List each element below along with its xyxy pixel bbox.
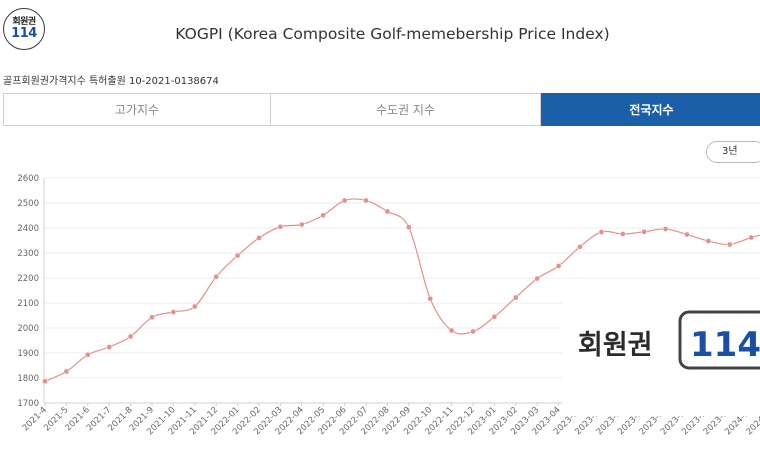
y-axis: 1700 1800 1900 2000 2100 2200 2300 2400 2500 2600	[17, 174, 39, 409]
patent-note: 골프회원권가격지수 특허출원 10-2021-0138674	[3, 76, 219, 87]
data-point[interactable]	[619, 231, 626, 237]
y-tick-label: 2500	[17, 199, 39, 209]
data-point[interactable]	[213, 273, 220, 280]
period-select[interactable]: 3년	[706, 141, 760, 163]
data-point[interactable]	[641, 228, 648, 235]
data-point[interactable]	[748, 234, 755, 241]
data-point[interactable]	[384, 208, 391, 215]
watermark-number: 114	[690, 325, 760, 365]
y-tick-label: 2000	[17, 324, 39, 334]
watermark-badge	[678, 310, 760, 370]
data-point[interactable]	[170, 309, 177, 315]
data-point[interactable]	[405, 224, 412, 231]
data-point[interactable]	[491, 313, 498, 320]
y-tick-label: 2300	[17, 249, 39, 259]
data-point[interactable]	[662, 226, 669, 232]
data-point[interactable]	[149, 314, 155, 321]
data-point[interactable]	[84, 351, 91, 358]
data-point[interactable]	[427, 295, 434, 302]
tab-national-index[interactable]: 전국지수	[541, 93, 760, 126]
data-point[interactable]	[63, 368, 70, 375]
watermark: 회원권 114	[562, 296, 760, 416]
y-tick-label: 2600	[17, 174, 39, 184]
data-point[interactable]	[42, 378, 48, 385]
watermark-text: 회원권	[578, 330, 653, 361]
data-point[interactable]	[512, 294, 519, 301]
data-point[interactable]	[320, 212, 327, 219]
data-point[interactable]	[363, 197, 369, 204]
y-tick-label: 2200	[17, 274, 39, 284]
index-tabs: 고가지수 수도권 지수 전국지수	[3, 93, 760, 126]
data-point[interactable]	[577, 243, 583, 250]
data-point[interactable]	[555, 263, 562, 269]
logo[interactable]: 회원권 114	[3, 8, 45, 50]
page-title: KOGPI (Korea Composite Golf-memebership …	[175, 25, 610, 43]
y-tick-label: 1700	[17, 399, 39, 409]
tab-metro-index[interactable]: 수도권 지수	[271, 93, 541, 126]
data-point[interactable]	[234, 252, 241, 259]
data-point[interactable]	[106, 344, 113, 350]
tab-high-price-index[interactable]: 고가지수	[3, 93, 271, 126]
logo-text-top: 회원권	[12, 17, 36, 27]
y-tick-label: 1800	[17, 374, 39, 384]
data-point[interactable]	[705, 238, 712, 244]
data-point[interactable]	[256, 235, 262, 241]
data-point[interactable]	[598, 229, 605, 235]
data-point[interactable]	[298, 221, 305, 228]
data-point[interactable]	[277, 223, 284, 230]
data-point[interactable]	[341, 197, 348, 204]
series-points	[42, 197, 755, 385]
y-tick-label: 2400	[17, 224, 39, 234]
data-point[interactable]	[127, 333, 134, 340]
data-point[interactable]	[448, 327, 455, 334]
logo-text-bottom: 114	[11, 26, 37, 41]
data-point[interactable]	[684, 231, 690, 238]
y-tick-label: 2100	[17, 299, 39, 309]
data-point[interactable]	[726, 241, 733, 248]
data-point[interactable]	[534, 275, 541, 282]
y-tick-label: 1900	[17, 349, 39, 359]
data-point[interactable]	[191, 303, 198, 310]
data-point[interactable]	[470, 328, 476, 335]
